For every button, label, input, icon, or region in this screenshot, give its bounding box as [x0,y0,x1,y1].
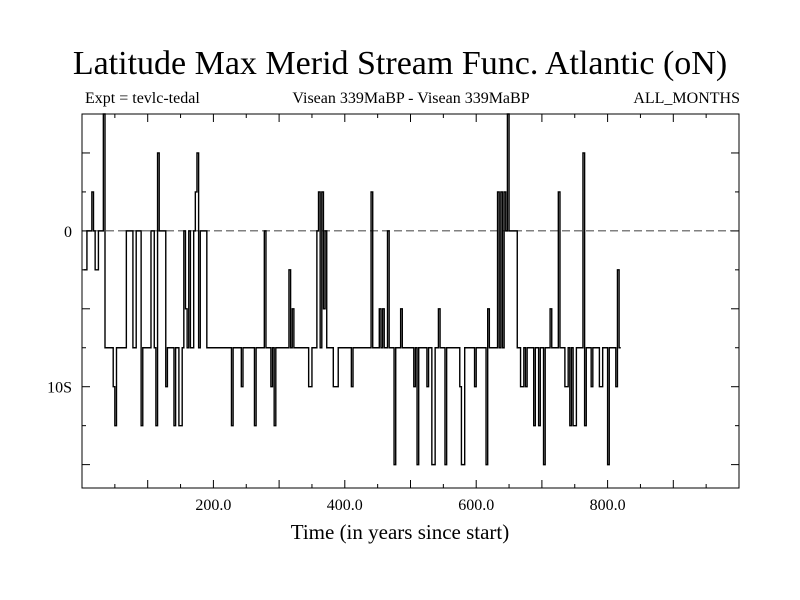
y-tick-label: 10S [47,380,72,397]
x-tick-label: 600.0 [458,497,494,514]
chart-title: Latitude Max Merid Stream Func. Atlantic… [72,45,728,82]
experiment-label: Expt = tevlc-tedal [85,90,200,107]
x-tick-label: 200.0 [195,497,231,514]
experiment-comparison-label: Visean 339MaBP - Visean 339MaBP [292,90,530,107]
y-tick-label: 0 [64,224,72,241]
plot-frame [81,113,740,489]
months-label: ALL_MONTHS [633,90,740,107]
x-tick-label: 400.0 [327,497,363,514]
x-axis-label: Time (in years since start) [290,520,510,544]
x-tick-label: 800.0 [590,497,626,514]
series-line [83,113,621,466]
